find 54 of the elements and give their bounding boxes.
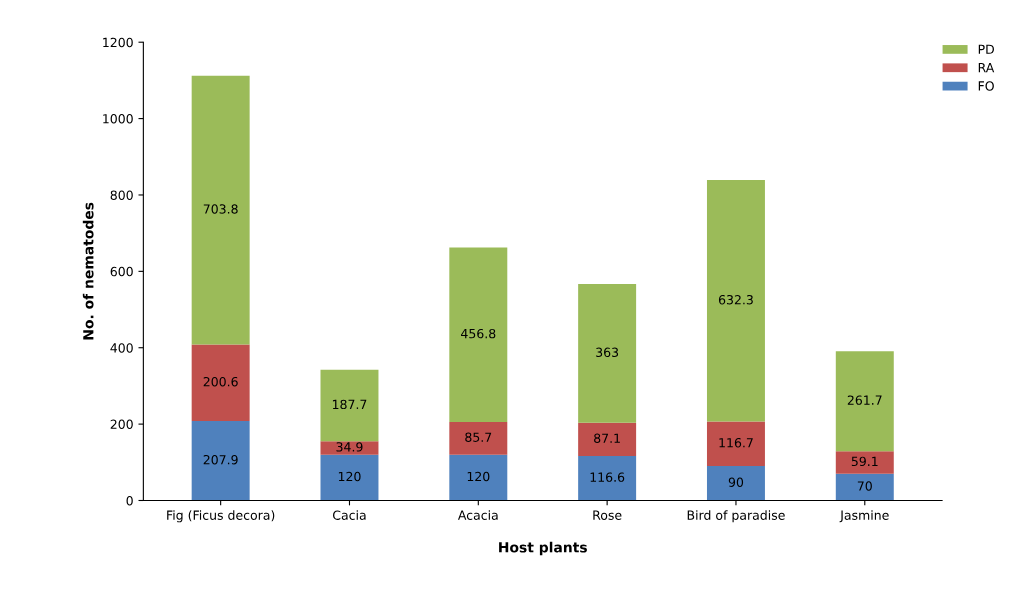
bar <box>449 247 508 422</box>
bar <box>835 451 894 474</box>
legend-label: FO <box>978 81 994 91</box>
data-label: 116.6 <box>590 472 625 482</box>
bar <box>706 421 765 467</box>
bar <box>578 422 637 456</box>
bar <box>191 421 250 501</box>
data-label: 34.9 <box>336 442 363 452</box>
data-label: 59.1 <box>851 456 878 467</box>
x-tick-label: Jasmine <box>839 510 889 523</box>
y-tick-label: 200 <box>110 419 133 430</box>
bar <box>191 344 250 422</box>
data-label: 456.8 <box>461 328 496 339</box>
bar <box>578 284 637 423</box>
x-axis-title: Host plants <box>499 541 587 556</box>
bar <box>449 454 508 501</box>
y-axis-title: No. of nematodes <box>82 202 94 340</box>
legend-label: RA <box>978 63 995 73</box>
y-tick-label: 1200 <box>103 37 133 48</box>
bar <box>578 455 637 501</box>
data-label: 207.9 <box>203 454 238 465</box>
data-label: 200.6 <box>203 376 238 387</box>
y-tick-label: 800 <box>110 190 133 200</box>
data-label: 70 <box>857 481 872 491</box>
data-label: 363 <box>596 347 619 358</box>
bar <box>449 421 508 455</box>
y-tick-label: 400 <box>110 343 133 353</box>
x-tick-label: Rose <box>593 510 622 520</box>
data-label: 703.8 <box>203 204 238 214</box>
y-tick-label: 600 <box>110 266 133 277</box>
x-tick-label: Bird of paradise <box>687 510 785 523</box>
data-label: 120 <box>338 471 361 482</box>
y-tick-label: 1000 <box>103 114 133 124</box>
x-tick-label: Fig (Ficus decora) <box>167 510 275 523</box>
data-label: 116.7 <box>719 438 753 448</box>
bar <box>191 75 250 345</box>
data-label: 120 <box>467 471 490 482</box>
data-label: 187.7 <box>332 399 367 410</box>
data-label: 87.1 <box>594 433 620 443</box>
data-label: 261.7 <box>847 395 882 405</box>
y-tick-label: 0 <box>126 495 133 506</box>
x-tick-label: Cacia <box>332 510 366 520</box>
bar <box>320 441 379 455</box>
bar <box>706 180 765 422</box>
legend-label: PD <box>978 44 994 54</box>
data-label: 85.7 <box>465 432 492 442</box>
bar <box>835 351 894 452</box>
bar <box>706 466 765 501</box>
data-label: 632.3 <box>718 294 753 305</box>
data-label: 90 <box>728 477 744 487</box>
bar <box>835 473 894 501</box>
x-tick-label: Acacia <box>457 510 498 520</box>
bar <box>320 454 379 501</box>
bar <box>320 369 379 442</box>
